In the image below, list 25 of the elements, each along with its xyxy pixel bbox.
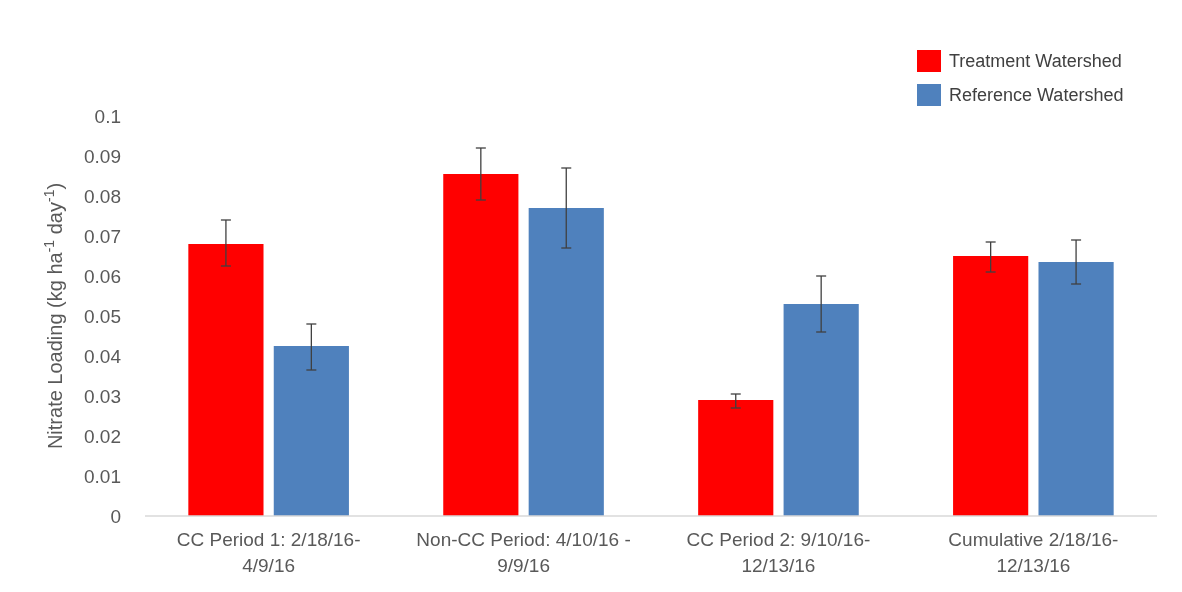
y-tick-label: 0.1 — [94, 105, 121, 127]
y-tick-label: 0.03 — [84, 385, 121, 407]
legend-label: Treatment Watershed — [949, 51, 1122, 72]
y-tick-label: 0.01 — [84, 465, 121, 487]
bar — [528, 208, 604, 516]
bar — [953, 256, 1029, 516]
y-tick-label: 0.05 — [84, 305, 121, 327]
y-tick-label: 0.08 — [84, 185, 121, 207]
x-tick-label: Cumulative 2/18/16-12/13/16 — [948, 529, 1119, 576]
y-tick-label: 0.09 — [84, 145, 121, 167]
y-tick-label: 0 — [110, 505, 121, 527]
legend-label: Reference Watershed — [949, 85, 1124, 106]
bar — [1038, 262, 1114, 516]
y-tick-label: 0.02 — [84, 425, 121, 447]
bar — [783, 304, 859, 516]
bar — [188, 244, 264, 516]
x-tick-label: Non-CC Period: 4/10/16 - 9/9/16 — [416, 529, 631, 576]
y-tick-label: 0.06 — [84, 265, 121, 287]
y-tick-label: 0.07 — [84, 225, 121, 247]
bar — [273, 346, 349, 516]
x-tick-label: CC Period 1: 2/18/16-4/9/16 — [176, 529, 361, 576]
y-tick-label: 0.04 — [84, 345, 122, 367]
x-tick-label: CC Period 2: 9/10/16-12/13/16 — [686, 529, 871, 576]
bar — [698, 400, 774, 516]
bar — [443, 174, 519, 516]
